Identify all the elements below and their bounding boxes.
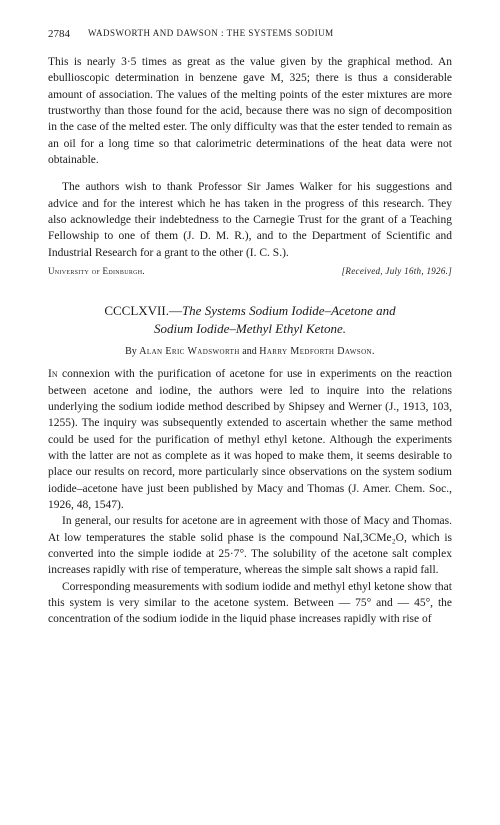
running-head: WADSWORTH AND DAWSON : THE SYSTEMS SODIU… — [88, 28, 334, 40]
title-dash: — — [169, 303, 182, 318]
article-numeral: CCCLXVII. — [104, 303, 169, 318]
article-title-line1: The Systems Sodium Iodide–Acetone and — [182, 303, 396, 318]
page-header: 2784 WADSWORTH AND DAWSON : THE SYSTEMS … — [48, 28, 452, 40]
article-paragraph-2: In general, our results for acetone are … — [48, 513, 452, 578]
byline: By Alan Eric Wadsworth and Harry Medfort… — [48, 346, 452, 357]
continuation-paragraph-1: This is nearly 3·5 times as great as the… — [48, 54, 452, 168]
para1-first-word: In — [48, 368, 58, 380]
para1-rest: connexion with the purification of aceto… — [48, 368, 452, 511]
received-date: [Received, July 16th, 1926.] — [342, 266, 452, 276]
continuation-paragraph-2: The authors wish to thank Professor Sir … — [48, 179, 452, 261]
author-1: Alan Eric Wadsworth — [139, 346, 240, 357]
article-paragraph-3: Corresponding measurements with sodium i… — [48, 579, 452, 628]
author-2: Harry Medforth Dawson. — [259, 346, 375, 357]
page-container: 2784 WADSWORTH AND DAWSON : THE SYSTEMS … — [0, 0, 500, 648]
affiliation: University of Edinburgh. — [48, 266, 145, 276]
page-number: 2784 — [48, 28, 70, 40]
affiliation-row: University of Edinburgh. [Received, July… — [48, 266, 452, 276]
by-prefix: By — [125, 346, 139, 357]
article-title-line2: Sodium Iodide–Methyl Ethyl Ketone. — [154, 321, 346, 336]
author-and: and — [240, 346, 259, 357]
article-title: CCCLXVII.—The Systems Sodium Iodide–Acet… — [48, 302, 452, 338]
article-paragraph-1: In connexion with the purification of ac… — [48, 366, 452, 513]
section-divider — [48, 276, 452, 302]
